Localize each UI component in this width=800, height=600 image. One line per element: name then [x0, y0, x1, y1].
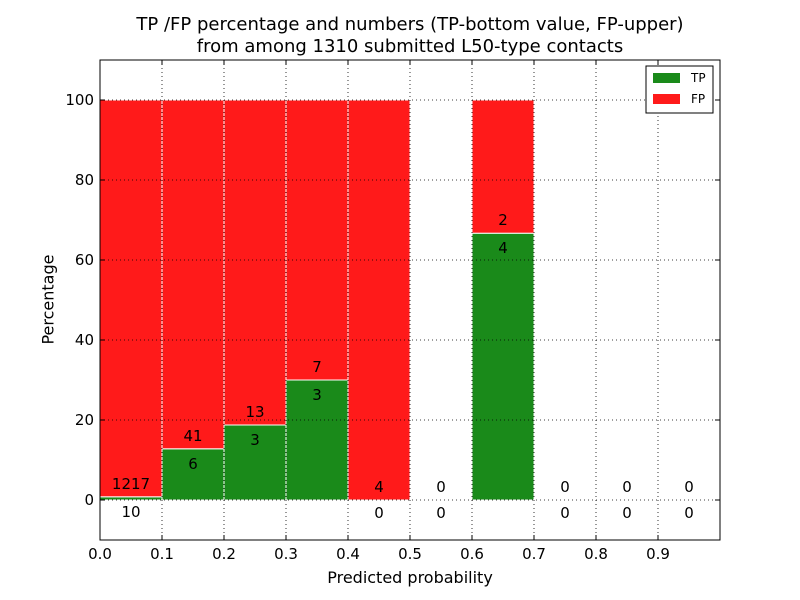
x-tick-label: 0.3 — [274, 545, 298, 563]
ticks-layer: 0.0 0.1 0.2 0.3 0.4 0.5 0.6 0.7 0.8 0.90204060801… — [65, 60, 720, 563]
fp-count-label: 0 — [436, 478, 446, 496]
tp-count-label: 3 — [312, 386, 322, 404]
bar-fp — [471, 99, 535, 234]
y-tick-label: 60 — [75, 251, 94, 269]
legend-label-tp: TP — [690, 71, 706, 85]
y-tick-label: 100 — [65, 91, 94, 109]
legend-label-fp: FP — [691, 92, 705, 106]
fp-count-label: 0 — [560, 478, 570, 496]
fp-count-label: 0 — [684, 478, 694, 496]
bar-fp — [285, 99, 349, 381]
x-tick-label: 0.1 — [150, 545, 174, 563]
y-tick-label: 80 — [75, 171, 94, 189]
bar-fp — [347, 99, 411, 501]
tp-count-label: 10 — [121, 503, 140, 521]
y-axis-label: Percentage — [38, 254, 58, 345]
fp-count-label: 13 — [245, 403, 264, 421]
chart-title-line-1: TP /FP percentage and numbers (TP-bottom… — [136, 14, 684, 35]
tp-count-label: 4 — [498, 239, 508, 257]
tp-count-label: 3 — [250, 431, 260, 449]
x-tick-label: 0.0 — [88, 545, 112, 563]
fp-count-label: 7 — [312, 358, 322, 376]
fp-count-label: 2 — [498, 211, 508, 229]
x-tick-label: 0.2 — [212, 545, 236, 563]
x-tick-label: 0.5 — [398, 545, 422, 563]
x-tick-label: 0.7 — [522, 545, 546, 563]
bar-fp — [161, 99, 225, 450]
x-tick-label: 0.4 — [336, 545, 360, 563]
bar-tp — [471, 232, 535, 501]
grid-layer — [100, 60, 720, 540]
tp-count-label: 0 — [436, 504, 446, 522]
legend-swatch-fp — [653, 94, 680, 104]
tp-count-label: 0 — [622, 504, 632, 522]
bar-fp — [99, 99, 163, 498]
x-axis-label: Predicted probability — [327, 568, 493, 587]
bars-layer — [99, 99, 535, 501]
tp-count-label: 0 — [374, 504, 384, 522]
bar-fp — [223, 99, 287, 426]
bar-labels-layer: 10 1217 6 41 3 13 3 7 0 4 0 0 4 2 0 0 0 0 0 0 — [112, 211, 694, 522]
y-tick-label: 40 — [75, 331, 94, 349]
y-tick-label: 0 — [84, 491, 94, 509]
fp-count-label: 1217 — [112, 475, 150, 493]
tp-count-label: 0 — [560, 504, 570, 522]
tp-count-label: 0 — [684, 504, 694, 522]
x-tick-label: 0.8 — [584, 545, 608, 563]
legend: TP FP — [645, 65, 714, 114]
legend-swatch-tp — [653, 73, 680, 83]
bar-tp — [223, 424, 287, 501]
y-tick-label: 20 — [75, 411, 94, 429]
tp-count-label: 6 — [188, 455, 198, 473]
x-tick-label: 0.9 — [646, 545, 670, 563]
fp-count-label: 41 — [183, 427, 202, 445]
x-tick-label: 0.6 — [460, 545, 484, 563]
fp-count-label: 0 — [622, 478, 632, 496]
fp-count-label: 4 — [374, 478, 384, 496]
chart-title-line-2: from among 1310 submitted L50-type conta… — [196, 36, 624, 57]
